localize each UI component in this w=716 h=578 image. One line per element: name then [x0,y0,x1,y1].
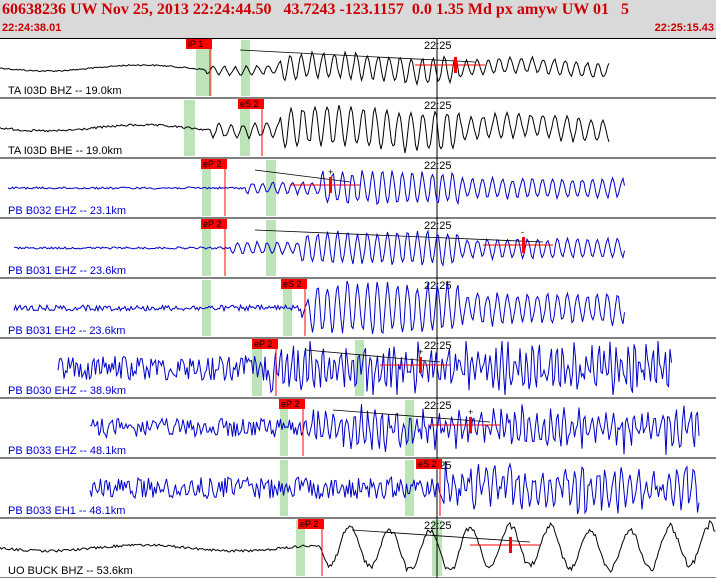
station-label: PB B031 EH2 -- 23.6km [8,325,125,337]
time-end-label: 22:25:15.43 [654,22,714,34]
station-label: PB B030 EHZ -- 38.9km [8,385,126,397]
trace-panel[interactable]: 22:25 iP 1 TA I03D BHZ -- 19.0km [0,38,716,99]
minute-label: 22:25 [424,400,452,412]
waveform [0,50,610,87]
pick-flag[interactable] [298,519,324,529]
waveform [0,520,716,573]
minute-label: 22:25 [424,340,452,352]
p-window [196,40,212,96]
amp-pick[interactable] [522,237,525,253]
waveform [13,280,625,334]
station-label: UO BUCK BHZ -- 53.6km [8,565,133,577]
minute-label: 22:25 [424,520,452,532]
pick-label: eP 2 [203,219,221,229]
polarity-marker: + [468,407,473,417]
s-window [405,400,414,456]
p-window [280,460,288,516]
pick-label: eS 2 [418,459,437,469]
pick-label: eP 2 [281,399,299,409]
p-window [280,400,288,456]
event-header: 60638236 UW Nov 25, 2013 22:24:44.50 43.… [0,0,716,39]
trace-panel[interactable]: 22:25 eP 2 - PB B031 EHZ -- 23.6km [0,218,716,279]
polarity-marker: - [521,227,524,237]
pick-label: iP 1 [188,39,203,49]
waveform [57,340,672,396]
amp-pick[interactable] [329,177,332,193]
minute-label: 22:25 [424,220,452,232]
pick-flag[interactable] [238,99,264,109]
waveform [7,170,625,206]
pick-flag[interactable] [201,159,227,169]
trace-panel[interactable]: 22:25 eP 2 + PB B033 EHZ -- 48.1km [0,398,716,459]
polarity-marker: + [418,347,423,357]
station-label: PB B033 EHZ -- 48.1km [8,445,126,457]
station-label: PB B032 EHZ -- 23.1km [8,205,126,217]
station-label: PB B033 EH1 -- 48.1km [8,505,125,517]
p-window [296,520,305,576]
trace-panel[interactable]: 22:25 eS 2 TA I03D BHE -- 19.0km [0,98,716,159]
s-window [405,460,414,516]
waveform [13,229,625,267]
waveform [0,104,610,154]
s-window [355,340,364,396]
waveform [89,460,700,515]
pick-label: eP 2 [300,519,318,529]
waveform [89,404,700,455]
amp-pick[interactable] [469,417,472,433]
s-window [266,160,276,216]
coda-curve [332,409,491,423]
pick-label: eP 2 [254,339,272,349]
pick-label: eS 2 [283,279,302,289]
amp-pick[interactable] [419,357,422,373]
trace-panel[interactable]: 22:25 eP 2 UO BUCK BHZ -- 53.6km [0,518,716,578]
pick-flag[interactable] [416,459,442,469]
minute-label: 22:25 [424,100,452,112]
minute-label: 22:25 [424,160,452,172]
amp-pick[interactable] [454,57,457,73]
coda-curve [254,169,351,183]
coda-curve [351,529,531,543]
minute-label: 22:25 [424,40,452,52]
time-start-label: 22:24:38.01 [2,22,62,34]
coda-curve [305,349,441,363]
station-label: TA I03D BHZ -- 19.0km [8,85,122,97]
pick-label: eP 2 [203,159,221,169]
s-window [266,220,276,276]
pick-label: eS 2 [240,99,259,109]
trace-panel[interactable]: 22:25 eP 2 + PB B030 EHZ -- 38.9km [0,338,716,399]
pick-flag[interactable] [281,279,307,289]
pick-flag[interactable] [201,219,227,229]
pick-flag[interactable] [252,339,278,349]
polarity-marker: + [328,167,333,177]
p-window [202,220,211,276]
station-label: PB B031 EHZ -- 23.6km [8,265,126,277]
pick-flag[interactable] [186,39,212,49]
pick-flag[interactable] [279,399,305,409]
coda-curve [239,49,476,63]
seismogram-panel[interactable]: 22:25 iP 1 TA I03D BHZ -- 19.0km 22:25 eS 2 T… [0,38,716,578]
station-label: TA I03D BHE -- 19.0km [8,145,122,157]
amp-pick[interactable] [509,537,512,553]
event-title: 60638236 UW Nov 25, 2013 22:24:44.50 43.… [2,1,629,18]
p-window [184,100,195,156]
trace-panel[interactable]: 22:25 eP 2 + PB B032 EHZ -- 23.1km [0,158,716,219]
coda-curve [254,229,544,243]
